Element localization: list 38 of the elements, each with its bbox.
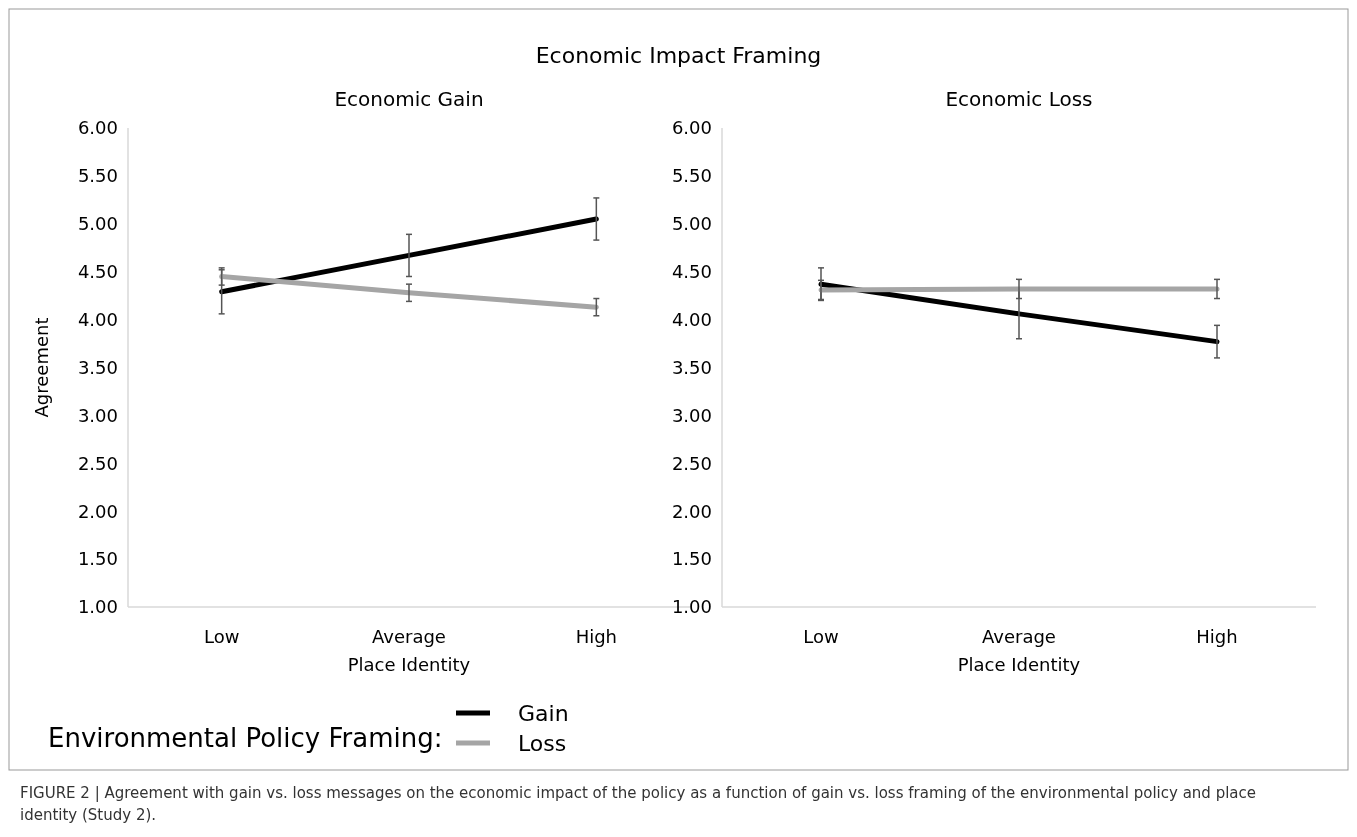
text: Economic Impact Framing (535, 43, 822, 68)
x-tick-label: High (575, 626, 618, 647)
x-tick-label: Low (203, 626, 240, 647)
x-axis-title: Place Identity (347, 654, 471, 675)
y-tick-label: 2.00 (671, 500, 712, 522)
y-tick-label: 2.50 (671, 452, 712, 474)
y-tick-label: 1.50 (77, 548, 118, 570)
y-tick-label: 4.50 (671, 261, 712, 282)
y-tick-label: 5.00 (77, 213, 118, 235)
x-tick-label: High (1196, 626, 1238, 647)
y-tick-label: 2.50 (77, 452, 118, 474)
y-tick-label: 1.00 (671, 596, 712, 618)
y-tick-label: 4.00 (671, 308, 712, 330)
legend-label: Gain (518, 700, 569, 726)
y-tick-label: 5.50 (77, 165, 118, 187)
y-tick-label: 1.00 (77, 596, 118, 618)
chart-title: Economic Loss (945, 87, 1093, 111)
caption: FIGURE 2 | Agreement with gain vs. loss messages on the economic impact of the policy as a function of gain vs. loss framing of the environmental policy and place identity (Study 2). (20, 784, 1257, 824)
y-axis-title: Agreement (31, 317, 52, 418)
y-tick-label: 3.00 (671, 404, 712, 426)
x-tick-label: Average (982, 626, 1056, 647)
y-tick-label: 4.50 (77, 261, 118, 282)
x-axis-title: Place Identity (957, 654, 1081, 675)
x-tick-label: Low (803, 626, 839, 647)
legend-title: Environmental Policy Framing: (48, 723, 443, 753)
y-tick-label: 5.00 (671, 213, 712, 235)
y-tick-label: 3.50 (671, 356, 712, 378)
legend-label: Loss (518, 730, 567, 756)
y-tick-label: 3.00 (77, 404, 118, 426)
y-tick-label: 6.00 (671, 117, 712, 139)
chart-title: Economic Gain (334, 87, 484, 111)
y-tick-label: 4.00 (77, 308, 118, 330)
y-tick-label: 3.50 (77, 356, 118, 378)
x-tick-label: Average (372, 626, 446, 647)
y-tick-label: 5.50 (671, 165, 712, 187)
y-tick-label: 2.00 (77, 500, 118, 522)
y-tick-label: 6.00 (77, 117, 118, 139)
y-tick-label: 1.50 (671, 548, 712, 570)
